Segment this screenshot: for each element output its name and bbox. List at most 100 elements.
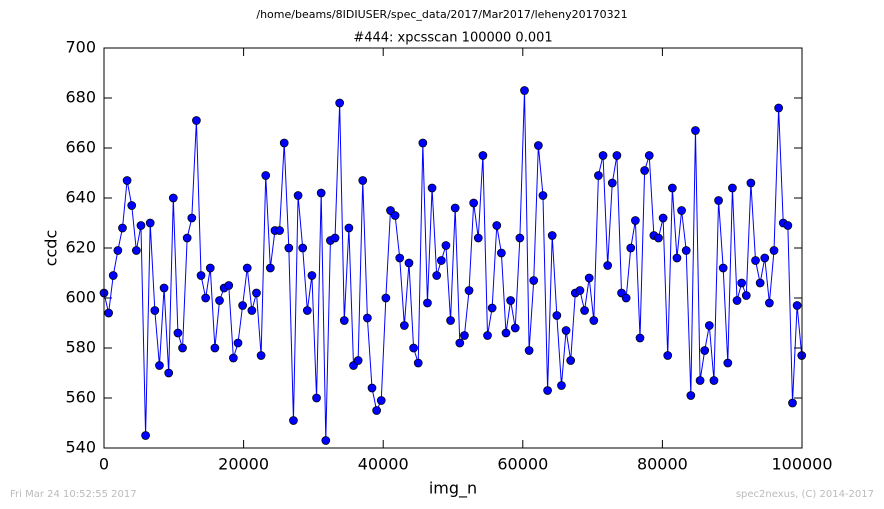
data-point [127,201,137,210]
data-point [145,218,155,228]
data-point [279,138,289,148]
data-point [427,183,437,193]
data-point [561,326,571,335]
data-point [584,273,594,283]
data-point [769,246,779,255]
data-point [192,116,201,125]
data-point [372,406,381,415]
data-point [672,253,682,263]
data-point [113,246,123,255]
data-point [293,191,303,200]
data-point [182,233,192,243]
data-point [321,436,331,445]
y-tick-label: 540 [65,438,96,457]
data-point [141,431,150,440]
data-point [395,253,405,263]
data-point [700,346,710,355]
data-point [621,293,631,303]
data-point [122,176,132,185]
data-point [691,126,700,135]
data-point [663,351,673,360]
y-tick-label: 620 [65,238,96,257]
data-point [469,198,479,208]
data-point [150,306,160,315]
data-point [704,321,714,330]
data-point [746,178,756,188]
data-point [598,151,608,160]
suptitle: /home/beams/8IDIUSER/spec_data/2017/Mar2… [256,8,627,21]
y-tick-label: 640 [65,188,96,207]
data-point [728,183,737,193]
data-point [557,381,566,390]
data-point [751,256,760,265]
plot-frame [103,47,803,449]
data-point [284,243,294,253]
y-tick-label: 580 [65,338,96,357]
data-point [335,98,345,108]
data-point [155,361,164,370]
data-point [483,331,492,340]
data-point [312,393,321,403]
y-tick-label: 560 [65,388,96,407]
data-point [538,191,548,200]
data-point [566,356,576,365]
data-point [580,306,589,315]
data-point [136,221,146,230]
data-point [695,376,705,385]
data-point [118,223,127,233]
data-point [256,351,266,360]
data-point [358,176,368,185]
data-point [506,296,515,305]
data-point [510,323,520,333]
x-axis-label: img_n [429,479,477,499]
data-point [783,221,793,230]
y-tick-label: 700 [65,38,96,57]
data-point [497,248,506,258]
data-point [607,178,617,188]
data-point [635,333,645,343]
data-point [316,188,326,198]
data-point [418,138,428,148]
data-point [353,356,363,365]
data-point [238,301,247,310]
data-point [529,276,539,285]
data-point [275,226,284,235]
data-point [723,358,733,368]
data-point [201,293,211,303]
data-point [464,286,474,295]
data-point [131,246,141,255]
data-point [575,286,585,295]
data-point [686,391,696,400]
data-point [732,296,742,305]
data-point [210,343,220,353]
data-point [788,398,797,408]
data-point [714,196,723,205]
data-point [233,338,243,348]
data-point [432,271,442,280]
chart-title: #444: xpcsscan 100000 0.001 [353,31,552,46]
data-point [436,256,446,265]
data-point [409,343,418,353]
data-point [473,233,483,243]
data-point [681,246,691,255]
data-point [376,396,386,405]
data-point [104,308,113,318]
data-point [603,261,613,270]
data-point [215,296,224,305]
data-point [455,338,465,348]
data-point [760,253,770,263]
x-tick-label: 100000 [771,455,832,474]
data-point [302,306,312,315]
data-point [594,171,603,180]
x-tick-label: 80000 [637,455,688,474]
data-point [229,353,238,363]
data-point [626,243,636,253]
data-point [741,291,751,300]
data-point [423,298,432,308]
data-point [478,151,488,160]
data-point [289,416,298,425]
data-point [534,141,543,150]
y-axis-label: ccdc [42,230,61,267]
x-tick-label: 20000 [218,455,269,474]
